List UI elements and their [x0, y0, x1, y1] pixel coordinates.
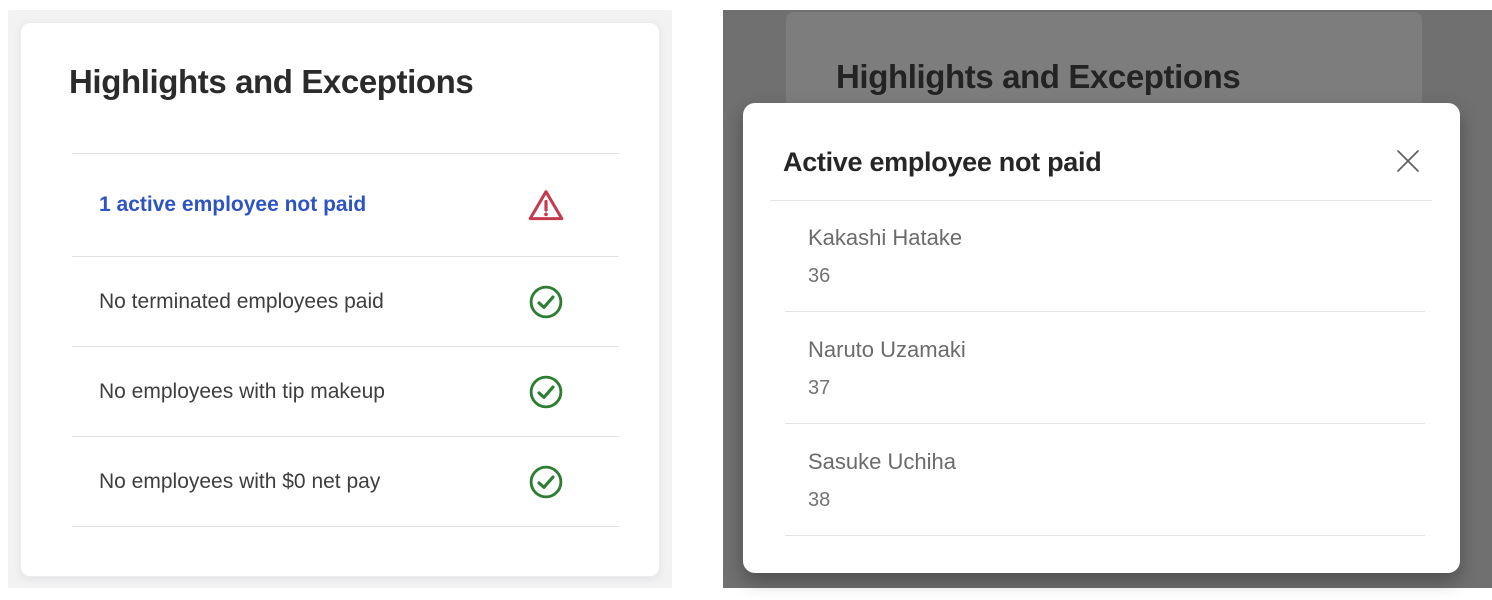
- check-circle-icon: [529, 465, 563, 498]
- check-circle-icon: [529, 375, 563, 408]
- modal-header-divider: [770, 200, 1432, 201]
- dimmed-highlights-title: Highlights and Exceptions: [836, 58, 1241, 95]
- exception-link-label[interactable]: 1 active employee not paid: [99, 193, 367, 216]
- highlights-title: Highlights and Exceptions: [69, 63, 474, 100]
- close-icon: [1397, 150, 1419, 172]
- highlights-page-background: Highlights and Exceptions 1 active emplo…: [8, 10, 672, 588]
- highlight-label: No terminated employees paid: [99, 289, 384, 313]
- employee-number: 38: [808, 489, 831, 511]
- employee-name: Naruto Uzamaki: [808, 337, 966, 362]
- highlight-row-terminated: No terminated employees paid: [72, 256, 619, 346]
- exception-row-active-not-paid[interactable]: 1 active employee not paid: [72, 153, 619, 256]
- highlights-card: Highlights and Exceptions 1 active emplo…: [20, 22, 660, 577]
- check-circle-icon: [529, 285, 563, 318]
- close-button[interactable]: [1388, 141, 1428, 181]
- modal-title: Active employee not paid: [783, 147, 1102, 177]
- modal-scrim: Highlights and Exceptions Active employe…: [723, 10, 1492, 588]
- active-employee-not-paid-modal: Active employee not paid Kakashi Hatake …: [743, 103, 1460, 573]
- employee-list-item: Naruto Uzamaki 37: [785, 312, 1425, 424]
- highlights-list: 1 active employee not paid No terminated…: [72, 153, 619, 527]
- employee-list: Kakashi Hatake 36 Naruto Uzamaki 37 Sasu…: [785, 200, 1425, 536]
- highlight-row-zero-net-pay: No employees with $0 net pay: [72, 436, 619, 526]
- employee-name: Sasuke Uchiha: [808, 449, 956, 474]
- warning-triangle-icon: [528, 190, 564, 221]
- employee-number: 37: [808, 377, 831, 399]
- employee-number: 36: [808, 265, 831, 287]
- highlight-label: No employees with $0 net pay: [99, 469, 381, 493]
- highlight-row-tip-makeup: No employees with tip makeup: [72, 346, 619, 436]
- employee-name: Kakashi Hatake: [808, 225, 963, 250]
- employee-list-item: Kakashi Hatake 36: [785, 200, 1425, 312]
- employee-list-item: Sasuke Uchiha 38: [785, 424, 1425, 536]
- highlight-label: No employees with tip makeup: [99, 379, 385, 403]
